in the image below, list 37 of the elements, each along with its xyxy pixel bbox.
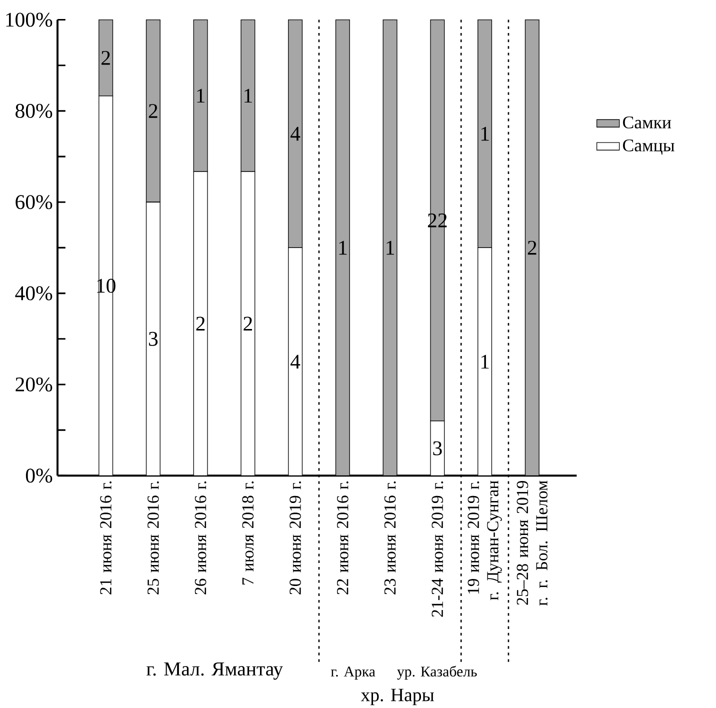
annotation: 2 [102, 50, 110, 65]
text: хр. Нары [360, 688, 434, 706]
x-tick-label: 21 июня 2016 г. [100, 481, 112, 594]
x-tick-label: 26 июня 2016 г. [194, 481, 206, 594]
annotation: 1 [339, 240, 347, 255]
y-tick-label: 0% [26, 468, 52, 483]
x-tick-label: 21-24 июня 2019 г. [432, 481, 444, 617]
annotation: 2 [244, 316, 252, 330]
annotation: 1 [481, 354, 489, 369]
x-tick-label: 20 июня 2019 г. [290, 481, 302, 594]
legend-label: Самки [623, 116, 672, 128]
annotation: 3 [433, 441, 442, 456]
x-tick-label: 7 июля 2018 г. [242, 481, 254, 584]
legend-label: Самцы [623, 139, 674, 155]
x-tick-label: 25–28 июня 2019 г. г. Бол. Шелом [516, 480, 548, 606]
y-tick-label: 100% [6, 12, 52, 27]
x-tick-label: 22 июня 2016 г. [336, 481, 348, 594]
x-tick-label: 23 июня 2016 г. [384, 481, 396, 594]
annotation: 4 [290, 354, 300, 368]
y-tick-label: 80% [16, 104, 52, 118]
annotation: 2 [196, 316, 205, 330]
annotation: 4 [290, 126, 300, 141]
annotation: 1 [386, 240, 394, 255]
text: г. Арка [330, 666, 376, 680]
annotation: 1 [197, 88, 205, 102]
annotation: 1 [244, 88, 252, 102]
x-tick-label: 19 июня 2019 г. г. Дунан-Сунган [468, 480, 502, 600]
annotation: 3 [148, 332, 158, 346]
annotation: 2 [528, 240, 536, 255]
annotation: 1 [481, 126, 489, 141]
y-tick-label: 20% [16, 377, 52, 392]
y-tick-label: 40% [15, 286, 52, 300]
text: ур. Казабель [397, 666, 477, 680]
annotation: 2 [148, 104, 158, 118]
x-tick-label: 25 июня 2016 г. [147, 481, 159, 594]
text: г. Мал. Ямантау [146, 662, 283, 680]
y-tick-label: 60% [16, 195, 52, 210]
